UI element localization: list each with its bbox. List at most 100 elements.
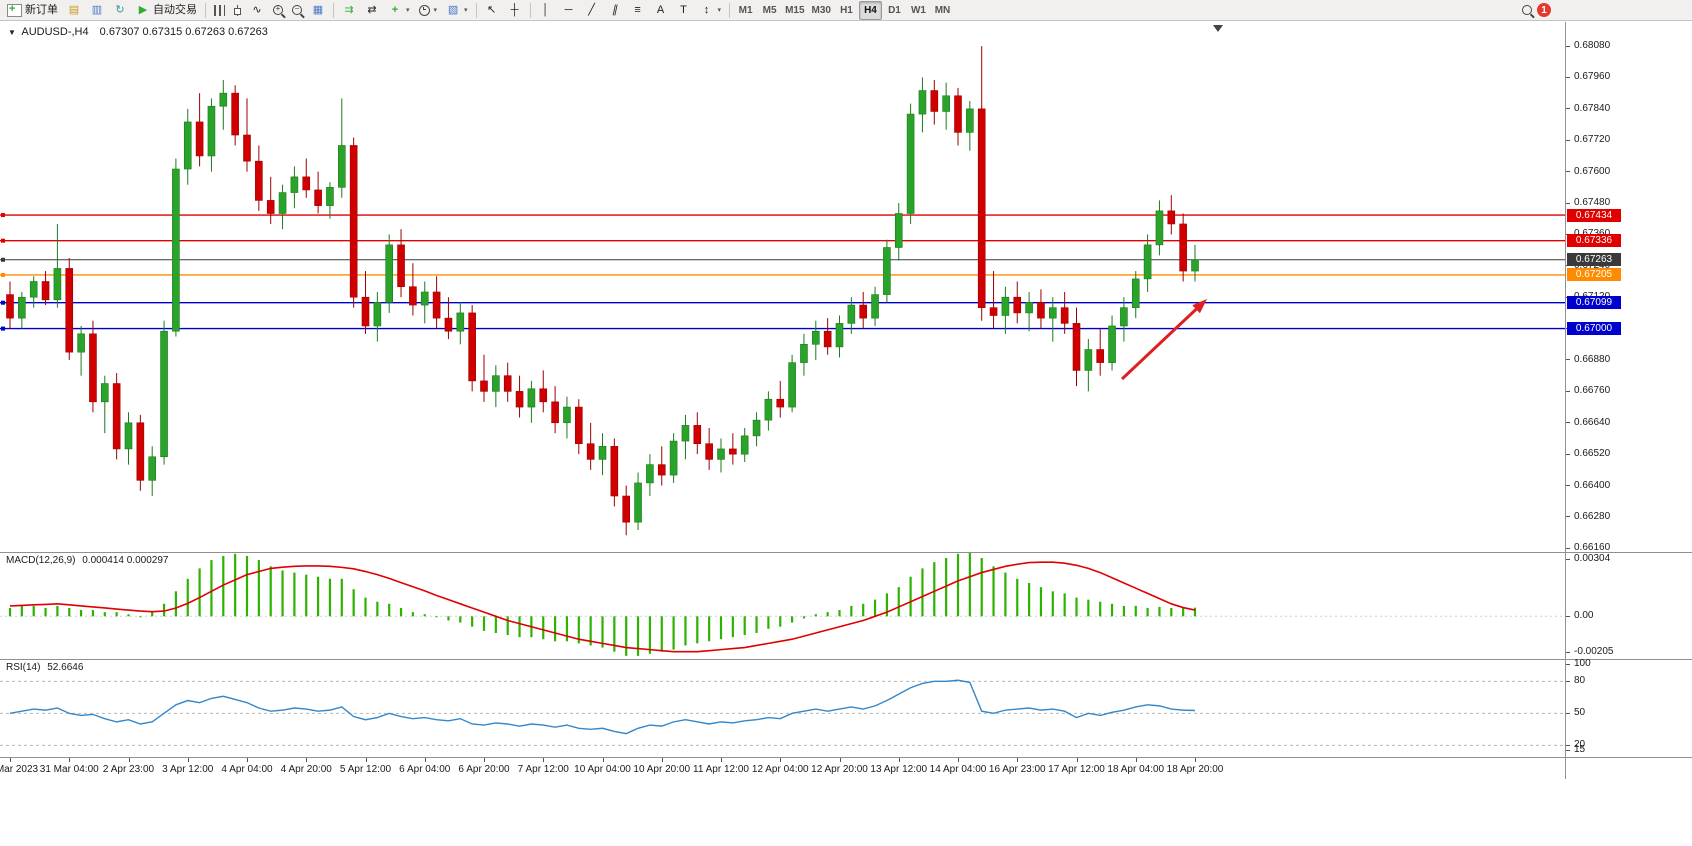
macd-histogram-bar: [127, 614, 130, 617]
macd-histogram-bar: [44, 607, 47, 617]
timeframe-button-h1[interactable]: H1: [835, 1, 858, 20]
time-axis-tick: [839, 758, 841, 762]
macd-label: MACD(12,26,9) 0.000414 0.000297: [6, 555, 168, 566]
macd-histogram-bar: [850, 605, 853, 617]
candle: [669, 440, 678, 476]
level-line-handle[interactable]: [1, 257, 5, 262]
search-button[interactable]: [1518, 1, 1536, 20]
timeframe-button-h4[interactable]: H4: [858, 0, 882, 20]
auto-scroll-button[interactable]: ⇉: [338, 1, 360, 20]
price-axis-label: 0.66400: [1574, 479, 1611, 491]
macd-histogram-bar: [257, 560, 260, 617]
timeframe-button-m15[interactable]: M15: [782, 1, 807, 20]
time-axis-tick: [424, 758, 426, 762]
candle: [183, 121, 192, 170]
horizontal-line-button[interactable]: ─: [558, 1, 580, 20]
auto-scroll-icon: ⇉: [344, 3, 354, 16]
chart-shift-button[interactable]: ⇄: [361, 1, 383, 20]
macd-histogram-bar: [980, 557, 983, 617]
macd-values: 0.000414 0.000297: [82, 555, 169, 566]
macd-histogram-bar: [1122, 605, 1125, 617]
candle: [883, 247, 891, 295]
candle: [740, 435, 749, 455]
candle: [41, 281, 50, 301]
indicators-button[interactable]: + ▾: [384, 1, 414, 20]
timeframe-button-w1[interactable]: W1: [907, 1, 930, 20]
templates-button[interactable]: ▧ ▾: [442, 1, 472, 20]
tile-windows-button[interactable]: ▦: [307, 1, 329, 20]
candle: [480, 380, 488, 392]
candle: [729, 448, 737, 455]
zoom-out-button[interactable]: −: [288, 1, 306, 20]
line-chart-button[interactable]: ∿: [246, 1, 268, 20]
price-axis-label: 0.66640: [1574, 416, 1611, 428]
chart-collapse-arrow[interactable]: ▼: [8, 28, 16, 37]
macd-histogram-bar: [731, 616, 734, 638]
cursor-button[interactable]: ↖: [481, 1, 503, 20]
macd-histogram-bar: [1063, 593, 1066, 617]
vertical-line-button[interactable]: │: [535, 1, 557, 20]
macd-histogram-bar: [542, 616, 545, 640]
price-axis-label: 0.68080: [1574, 40, 1611, 52]
level-line-handle[interactable]: [1, 272, 5, 277]
candle: [29, 281, 38, 298]
level-line-handle[interactable]: [1, 213, 5, 218]
time-axis-tick: [187, 758, 189, 762]
refresh-button[interactable]: ↻: [109, 1, 131, 20]
crosshair-button[interactable]: ┼: [504, 1, 526, 20]
chart-shift-marker[interactable]: [1213, 25, 1223, 32]
rsi-axis-label: 15: [1574, 744, 1586, 755]
bar-chart-button[interactable]: [210, 1, 229, 20]
timeframe-button-m5[interactable]: M5: [758, 1, 781, 20]
candle: [444, 317, 453, 332]
candle: [717, 448, 725, 460]
timeframe-button-d1[interactable]: D1: [883, 1, 906, 20]
level-line-handle[interactable]: [1, 238, 5, 243]
candle: [207, 105, 216, 157]
time-axis-label: 2 Apr 23:00: [102, 764, 155, 775]
periods-button[interactable]: ▾: [415, 1, 442, 20]
timeframe-button-m30[interactable]: M30: [809, 1, 834, 20]
macd-histogram-bar: [293, 572, 296, 617]
new-chart-icon: ▤: [68, 3, 80, 16]
axis-tick: [1566, 663, 1570, 665]
macd-histogram-bar: [636, 616, 640, 656]
annotation-arrow-line[interactable]: [1120, 306, 1200, 381]
candle: [989, 307, 998, 316]
macd-histogram-bar: [340, 578, 343, 617]
level-line-handle[interactable]: [1, 300, 5, 305]
macd-histogram-bar: [873, 599, 877, 617]
candle: [634, 482, 642, 523]
toolbar-separator: [205, 2, 206, 18]
macd-histogram-bar: [139, 616, 142, 618]
timeframe-button-mn[interactable]: MN: [931, 1, 954, 20]
price-chart-canvas[interactable]: [0, 22, 1565, 552]
text-button[interactable]: A: [650, 1, 672, 20]
horizontal-line-icon: ─: [564, 3, 573, 16]
time-axis-tick: [1195, 758, 1196, 762]
new-order-button[interactable]: + 新订单: [3, 1, 62, 20]
level-line-handle[interactable]: [1, 326, 5, 331]
time-axis-tick: [1076, 758, 1078, 762]
macd-histogram-bar: [186, 578, 189, 617]
macd-histogram-bar: [1110, 603, 1114, 617]
annotation-arrow-head[interactable]: [1192, 299, 1207, 314]
arrows-button[interactable]: ↕ ▾: [696, 1, 726, 20]
trendline-button[interactable]: ╱: [581, 1, 603, 20]
chart-title: ▼ AUDUSD-,H4 0.67307 0.67315 0.67263 0.6…: [8, 26, 268, 38]
zoom-in-button[interactable]: +: [269, 1, 287, 20]
candle: [77, 333, 85, 353]
notification-badge[interactable]: 1: [1537, 3, 1551, 17]
channel-button[interactable]: ∥: [604, 1, 626, 20]
axis-tick: [1566, 390, 1570, 392]
candlestick-chart-button[interactable]: [230, 1, 245, 20]
timeframe-button-m1[interactable]: M1: [734, 1, 757, 20]
market-watch-button[interactable]: ▥: [86, 1, 108, 20]
candle: [219, 92, 228, 107]
fibonacci-button[interactable]: ≡: [627, 1, 649, 20]
macd-histogram-bar: [423, 614, 426, 617]
text-label-button[interactable]: T: [673, 1, 695, 20]
new-chart-button[interactable]: ▤: [63, 1, 85, 20]
auto-trading-button[interactable]: ▶ 自动交易: [132, 1, 201, 20]
